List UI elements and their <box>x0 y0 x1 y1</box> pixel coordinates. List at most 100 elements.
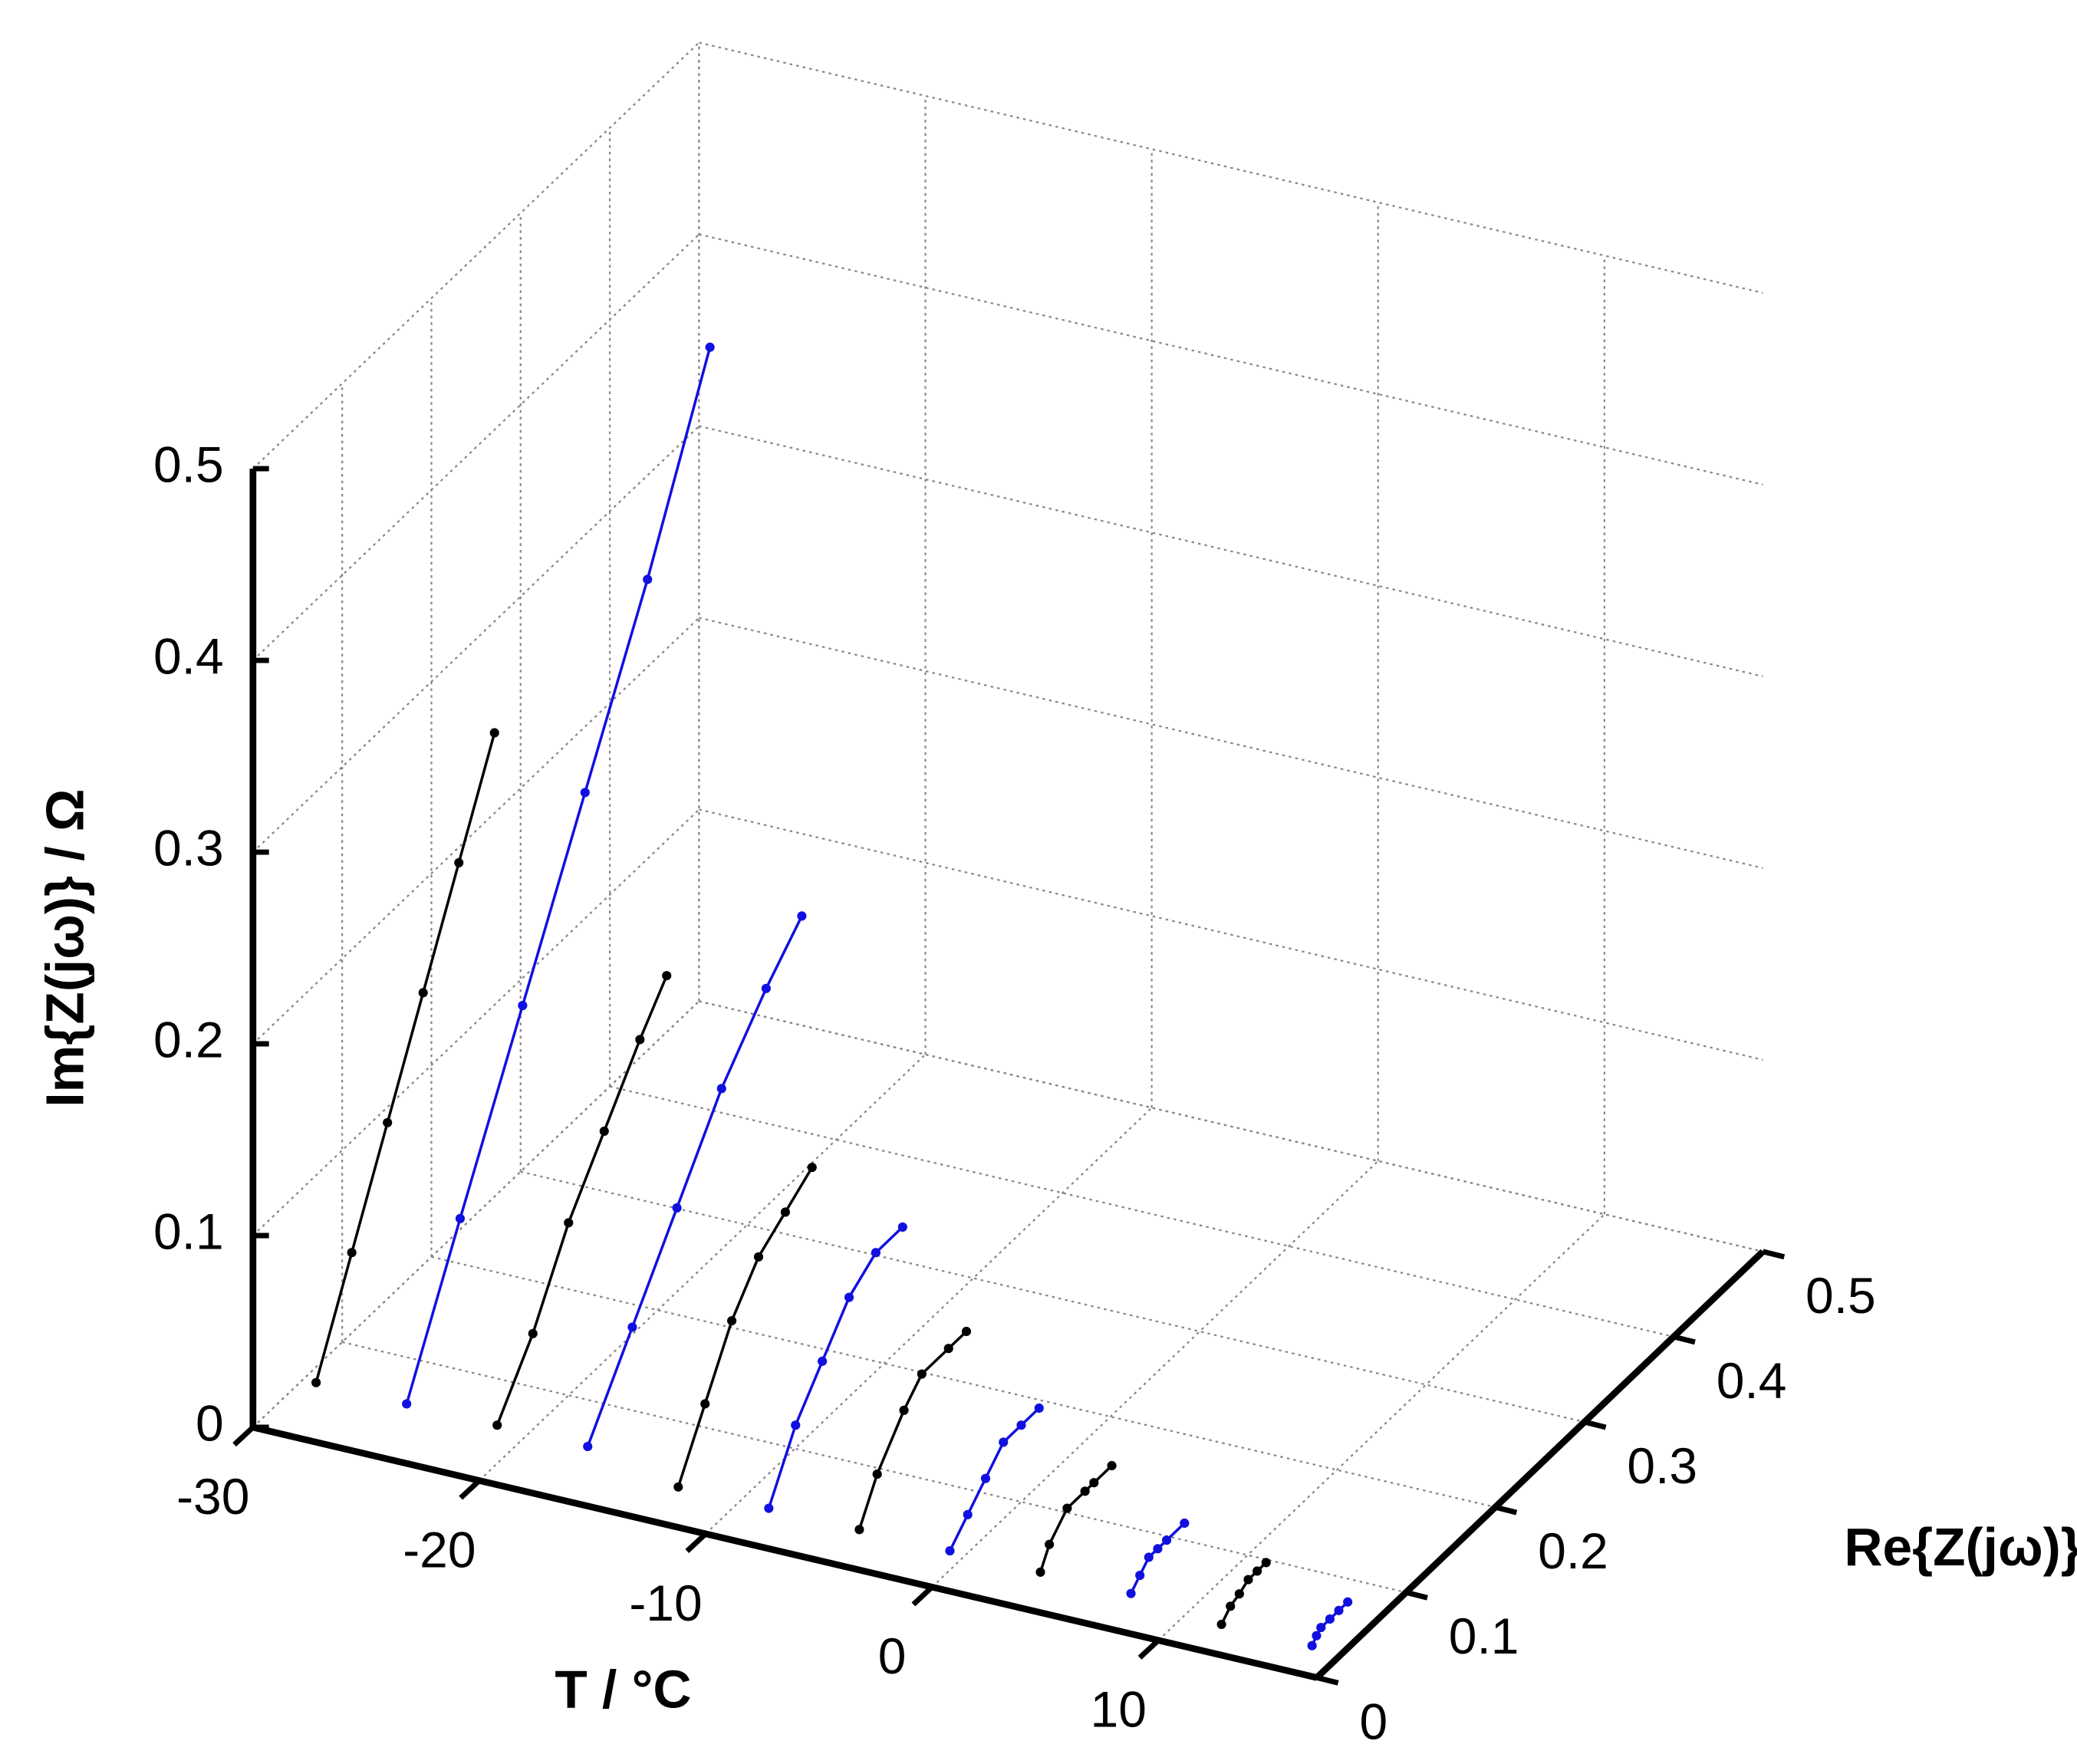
data-point <box>1089 1478 1099 1488</box>
z-tick-label: 0.3 <box>153 819 224 876</box>
data-point <box>1261 1558 1271 1568</box>
grid-line <box>699 233 1763 486</box>
z-tick-label: 0.5 <box>153 436 224 492</box>
grid-line <box>520 1170 1585 1423</box>
y-tick <box>1583 1419 1607 1430</box>
grid-line <box>252 41 700 469</box>
data-point <box>1016 1420 1026 1430</box>
x-axis-label: T / °C <box>555 1660 691 1720</box>
grid-line <box>431 1256 1496 1509</box>
data-point <box>999 1437 1009 1447</box>
data-point <box>807 1163 817 1173</box>
data-point <box>871 1248 881 1258</box>
y-tick-label: 0 <box>1359 1693 1387 1749</box>
data-point <box>1062 1503 1072 1513</box>
y-tick-label: 0.4 <box>1717 1352 1787 1409</box>
grid-line <box>341 1341 1407 1594</box>
data-point <box>943 1344 953 1354</box>
data-point <box>454 857 464 868</box>
data-point <box>818 1356 828 1366</box>
data-point <box>797 911 807 921</box>
series-line <box>405 347 712 1404</box>
data-point <box>791 1420 801 1430</box>
data-point <box>963 1509 973 1519</box>
y-tick-label: 0.1 <box>1449 1608 1519 1664</box>
data-point <box>1035 1567 1045 1577</box>
data-point <box>1107 1460 1117 1471</box>
grid-line <box>931 1160 1379 1588</box>
data-point <box>518 1000 528 1011</box>
data-point <box>753 1252 764 1262</box>
data-point <box>627 1322 637 1332</box>
series-line <box>1038 1464 1113 1573</box>
data-point <box>1180 1518 1190 1529</box>
data-point <box>872 1469 882 1479</box>
y-tick <box>1316 1674 1339 1686</box>
data-point <box>564 1218 574 1228</box>
data-point <box>716 1084 726 1094</box>
grid-line <box>252 233 700 661</box>
data-point <box>1126 1588 1136 1598</box>
series-line <box>314 732 496 1384</box>
x-tick-label: 0 <box>878 1627 907 1684</box>
grid-line <box>1157 1213 1605 1641</box>
data-point <box>780 1207 790 1217</box>
data-point <box>1080 1486 1090 1496</box>
x-tick <box>459 1478 482 1500</box>
data-point <box>1243 1575 1253 1585</box>
grid-line <box>252 425 700 853</box>
series-line <box>948 1407 1040 1552</box>
data-point <box>1135 1570 1145 1581</box>
series-line <box>586 915 803 1447</box>
data-point <box>583 1441 593 1452</box>
series-line <box>857 1330 968 1530</box>
data-point <box>961 1326 972 1337</box>
data-point <box>1153 1544 1163 1554</box>
grid-line <box>609 1085 1674 1338</box>
data-point <box>705 342 715 352</box>
data-point <box>761 983 771 993</box>
y-tick <box>1673 1334 1696 1345</box>
z-tick-label: 0.2 <box>153 1011 224 1068</box>
y-tick <box>1762 1249 1786 1260</box>
data-point <box>1334 1605 1344 1615</box>
z-tick-label: 0.1 <box>153 1203 224 1259</box>
x-tick <box>685 1532 708 1553</box>
data-point <box>1034 1403 1044 1414</box>
data-point <box>854 1525 864 1535</box>
data-point <box>1216 1619 1226 1629</box>
data-point <box>980 1473 991 1483</box>
x-tick-label: 10 <box>1091 1681 1147 1738</box>
series-line <box>495 975 668 1426</box>
x-tick <box>1137 1638 1160 1660</box>
data-point <box>897 1222 907 1232</box>
y-axis-label: Re{Z(jω)} / Ω <box>1844 1517 2077 1577</box>
plot-area: Im{Z(jω)} / Ω Re{Z(jω)} / Ω T / °C 0 0.1 0… <box>35 41 2077 1749</box>
grid-line <box>699 808 1763 1061</box>
data-point <box>945 1546 955 1556</box>
data-point <box>455 1213 466 1223</box>
z-tick-label: 0.4 <box>153 627 224 684</box>
data-point <box>1307 1641 1317 1650</box>
data-point <box>673 1482 683 1492</box>
grid-line <box>699 617 1763 869</box>
z-axis-label: Im{Z(jω)} / Ω <box>35 788 95 1107</box>
x-tick-label: -30 <box>176 1468 249 1525</box>
data-point <box>492 1420 502 1430</box>
y-axis <box>1314 1249 1766 1680</box>
data-point <box>383 1117 393 1127</box>
grid-line <box>252 617 700 1045</box>
data-point <box>764 1503 774 1513</box>
x-tick-label: -10 <box>629 1575 702 1631</box>
data-point <box>672 1203 682 1213</box>
grid-line <box>479 1054 927 1482</box>
data-point <box>402 1399 412 1409</box>
grid-line <box>699 1000 1763 1252</box>
x-axis <box>252 1423 1318 1681</box>
data-point <box>528 1328 538 1338</box>
data-point <box>580 788 590 798</box>
x-tick-label: -20 <box>403 1521 476 1578</box>
data-point <box>489 728 499 738</box>
